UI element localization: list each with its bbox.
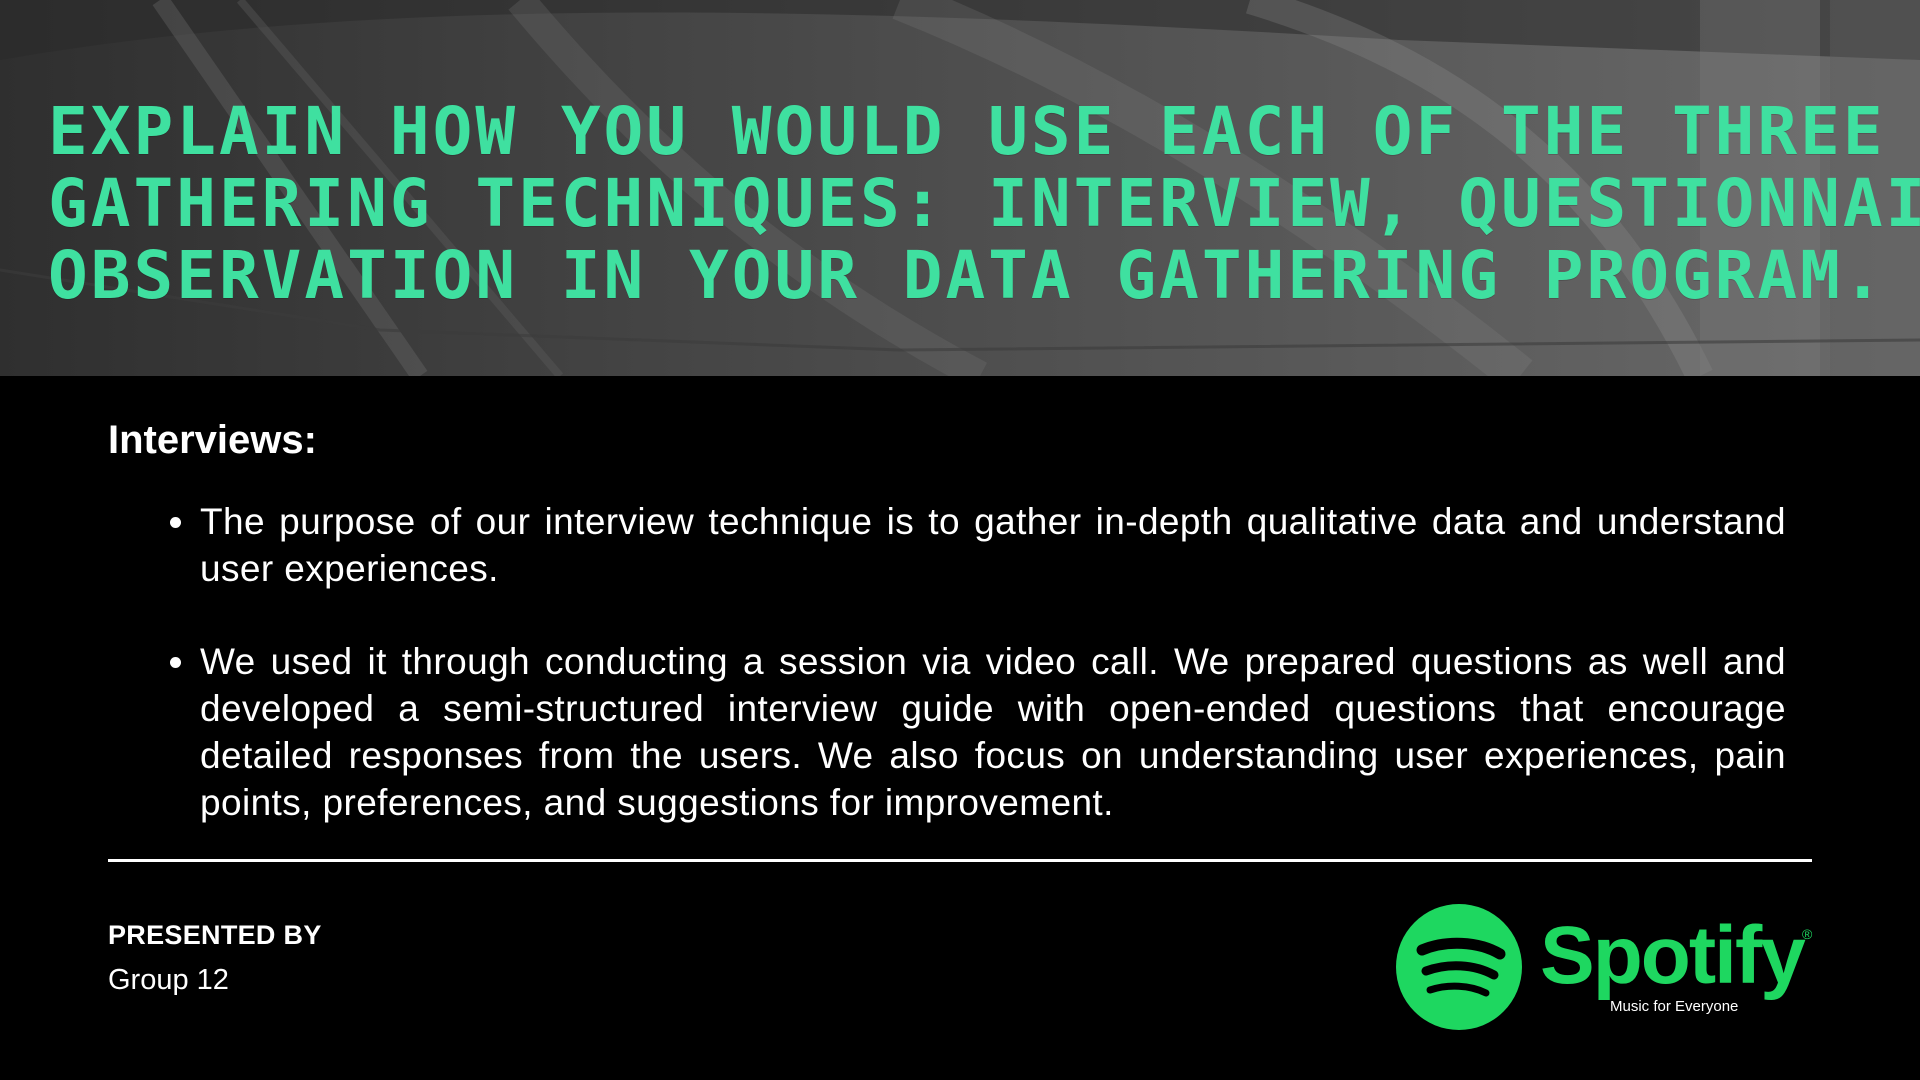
registered-mark: ® bbox=[1802, 926, 1813, 942]
slide-title: Explain how you would use each of the th… bbox=[48, 93, 1920, 314]
bullet-item: We used it through conducting a session … bbox=[170, 638, 1786, 826]
presented-by-value: Group 12 bbox=[108, 964, 229, 996]
spotify-logo: Spotify ® Music for Everyone bbox=[1396, 902, 1826, 1032]
section-heading: Interviews: bbox=[108, 418, 317, 462]
header-banner: Explain how you would use each of the th… bbox=[0, 0, 1920, 376]
logo-tagline: Music for Everyone bbox=[1610, 998, 1739, 1015]
architecture-background-image bbox=[0, 0, 1920, 376]
content-area: Interviews: The purpose of our interview… bbox=[108, 412, 1788, 872]
title-line: gathering techniques: interview, questio… bbox=[48, 165, 1920, 242]
bullet-list: The purpose of our interview technique i… bbox=[108, 498, 1788, 826]
bullet-item: The purpose of our interview technique i… bbox=[170, 498, 1786, 592]
divider bbox=[108, 859, 1812, 862]
spotify-wordmark: Spotify bbox=[1540, 910, 1806, 1001]
presented-by-label: PRESENTED BY bbox=[108, 920, 322, 950]
title-line: observation in your data gathering progr… bbox=[48, 237, 1886, 314]
title-line: Explain how you would use each of the th… bbox=[48, 93, 1920, 170]
spotify-logo-icon bbox=[1396, 904, 1522, 1030]
